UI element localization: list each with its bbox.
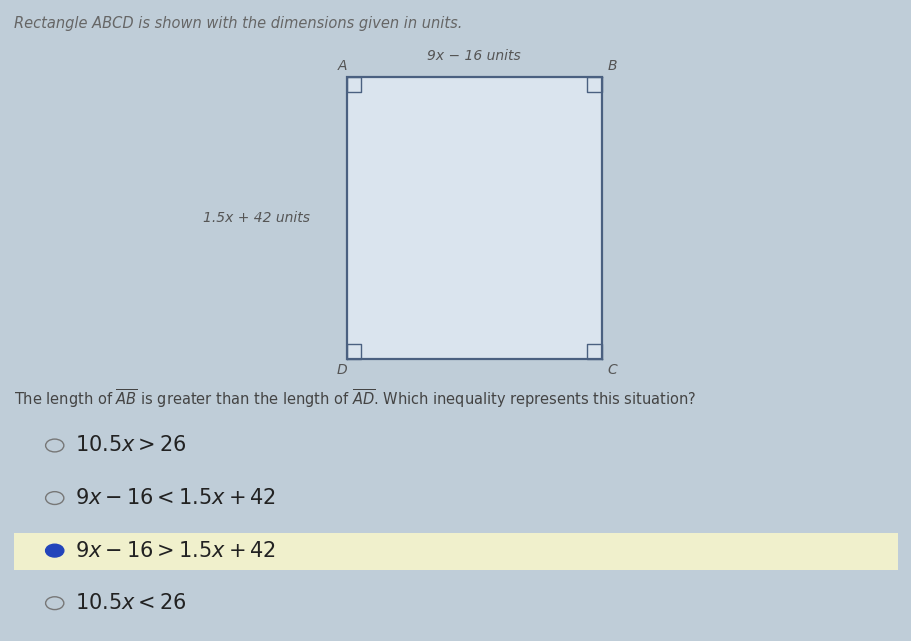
Text: 9x − 16 units: 9x − 16 units xyxy=(427,49,520,63)
FancyBboxPatch shape xyxy=(14,533,897,570)
Text: $9x - 16 > 1.5x + 42$: $9x - 16 > 1.5x + 42$ xyxy=(75,540,275,561)
Text: $10.5x > 26$: $10.5x > 26$ xyxy=(75,435,187,456)
Text: 1.5x + 42 units: 1.5x + 42 units xyxy=(203,211,310,225)
Bar xyxy=(346,77,601,359)
Text: $10.5x < 26$: $10.5x < 26$ xyxy=(75,593,187,613)
Text: B: B xyxy=(607,59,616,73)
Text: D: D xyxy=(336,363,347,377)
Text: Rectangle ABCD is shown with the dimensions given in units.: Rectangle ABCD is shown with the dimensi… xyxy=(14,16,462,31)
Text: The length of $\overline{AB}$ is greater than the length of $\overline{AD}$. Whi: The length of $\overline{AB}$ is greater… xyxy=(14,388,695,410)
Circle shape xyxy=(46,544,64,557)
Text: C: C xyxy=(607,363,617,377)
Text: $9x - 16 < 1.5x + 42$: $9x - 16 < 1.5x + 42$ xyxy=(75,488,275,508)
Text: A: A xyxy=(337,59,346,73)
